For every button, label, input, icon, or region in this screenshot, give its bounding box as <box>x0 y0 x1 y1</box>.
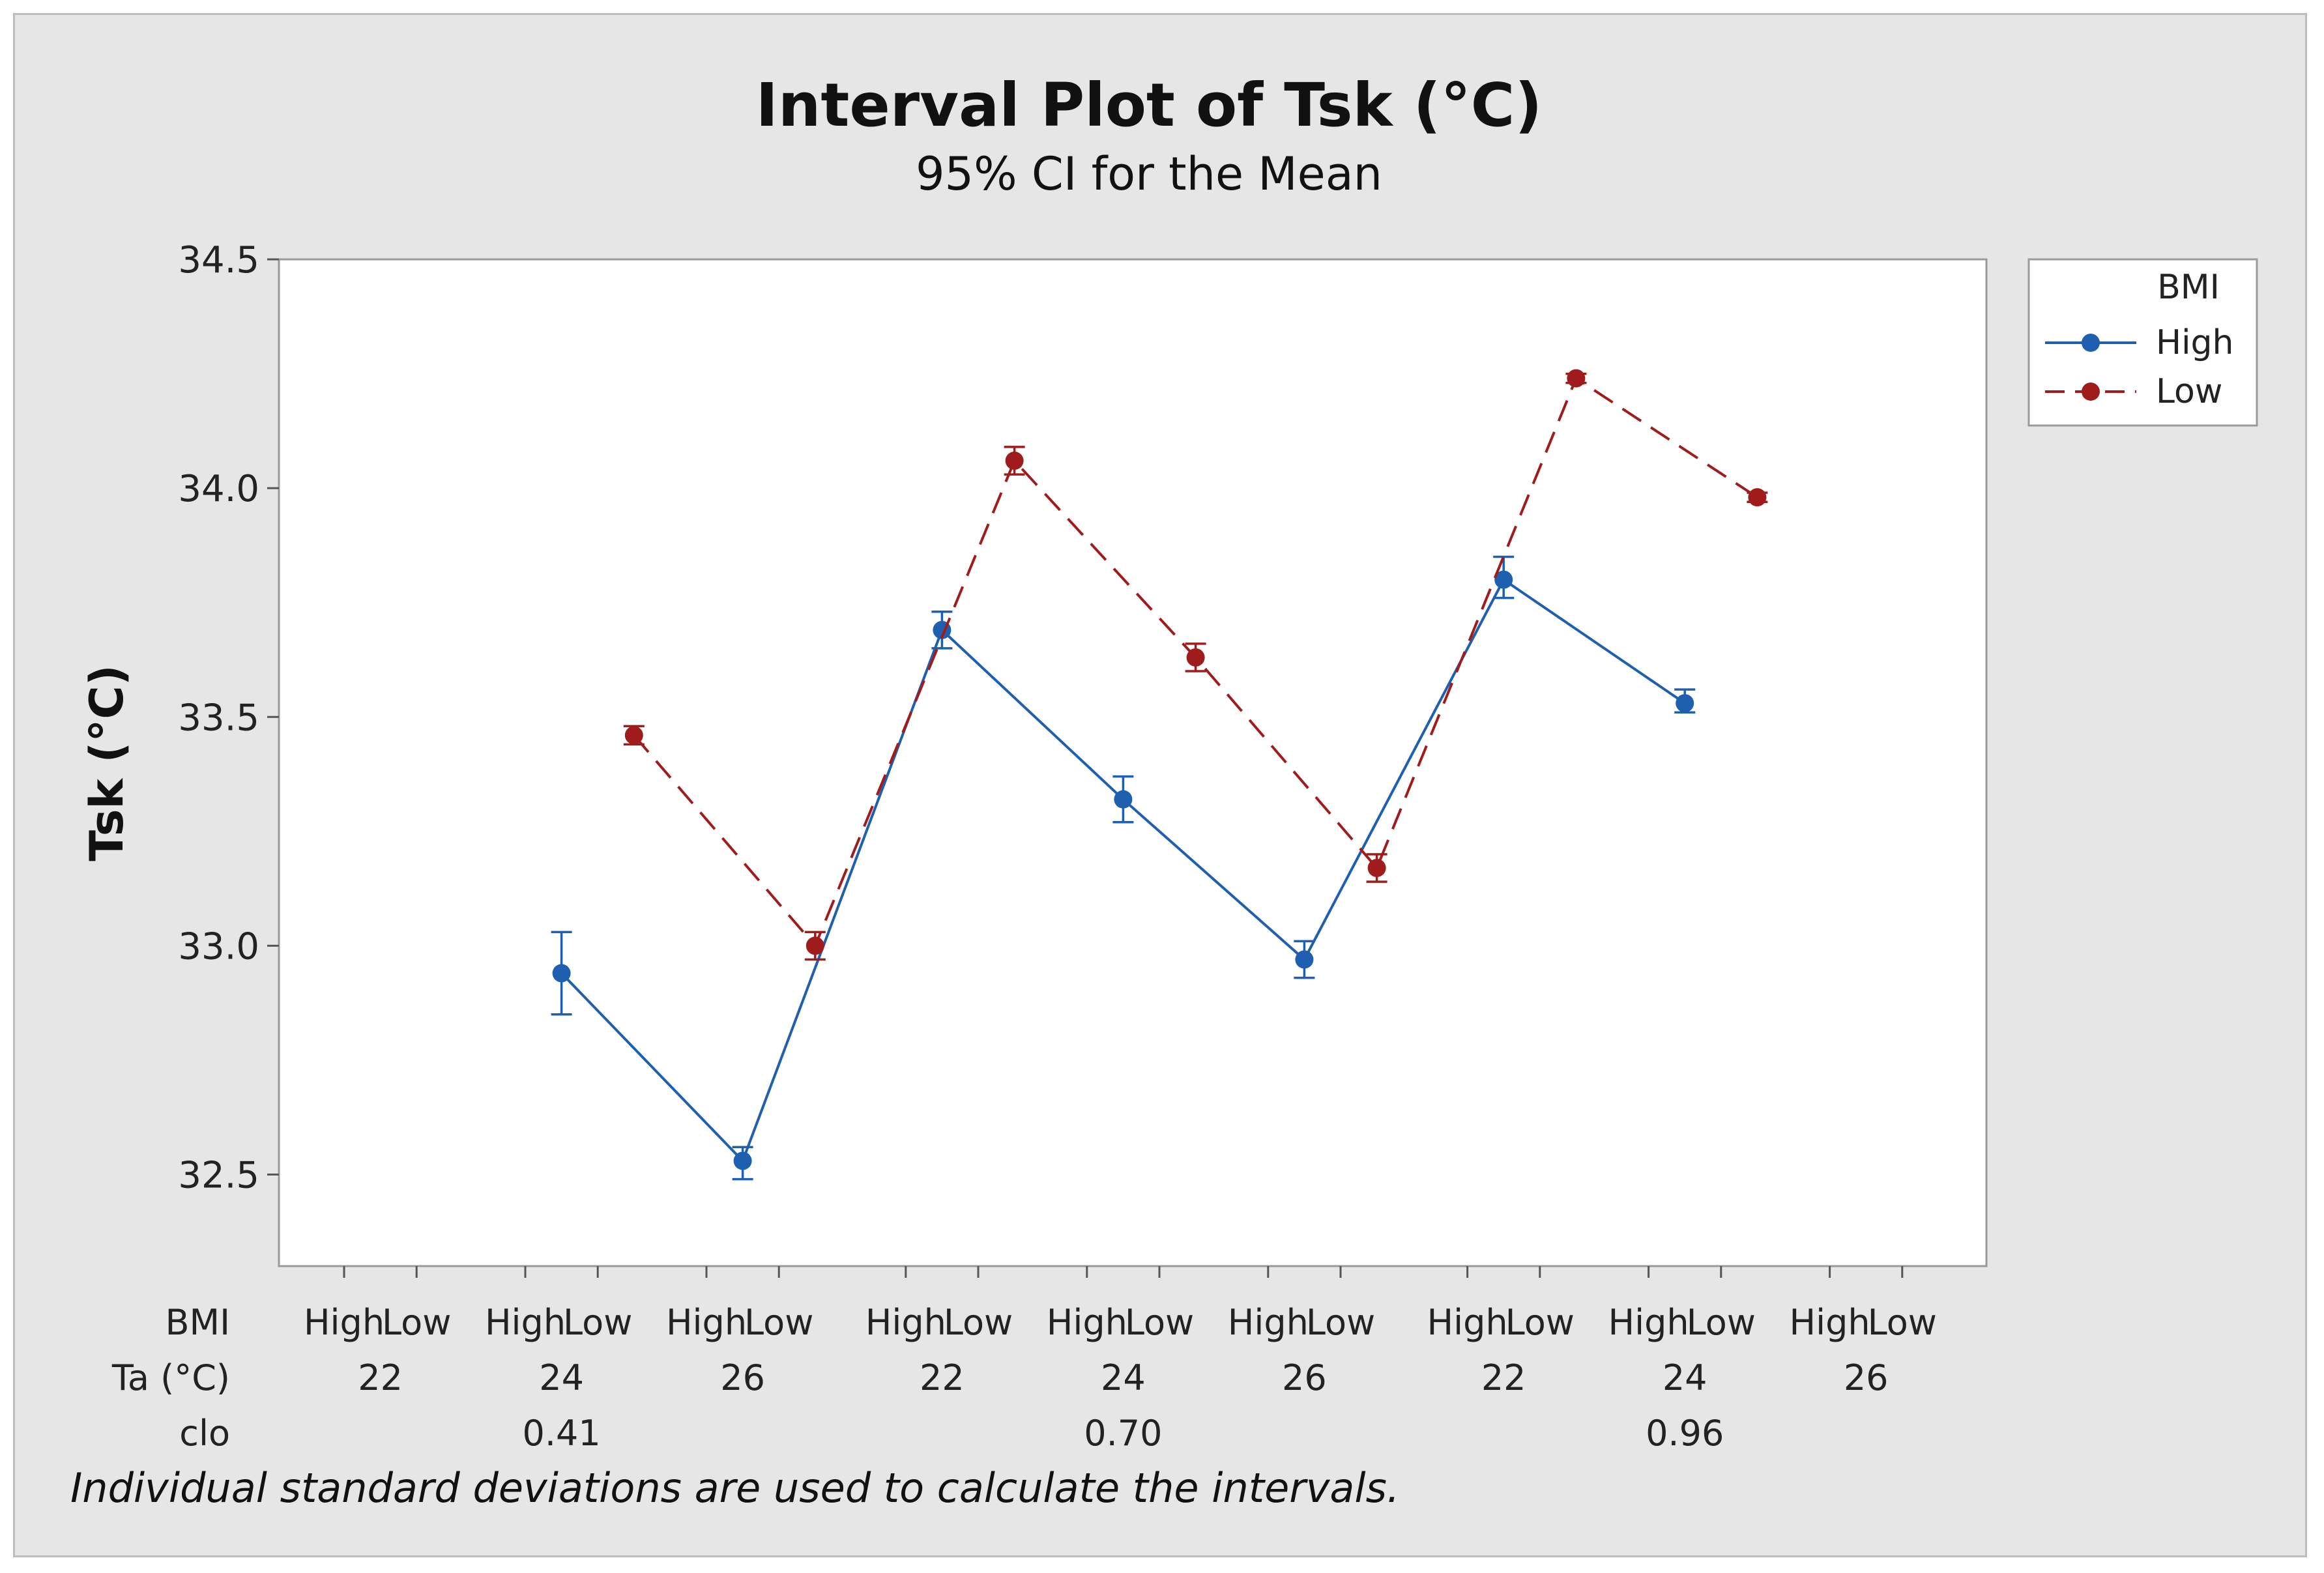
interval-high <box>1294 940 1315 979</box>
interval-plot: Interval Plot of Tsk (°C) 95% CI for the… <box>70 70 2258 1512</box>
x-label-ta: 22 <box>920 1357 965 1398</box>
x-label-bmi-low: Low <box>1306 1302 1375 1343</box>
x-label-bmi-low: Low <box>944 1302 1013 1343</box>
legend-marker-high <box>2082 334 2100 352</box>
mean-point-low <box>806 936 824 955</box>
interval-high <box>732 1146 753 1181</box>
interval-high <box>1493 555 1515 599</box>
x-label-bmi-high: High <box>865 1302 946 1343</box>
x-label-bmi-high: High <box>1427 1302 1508 1343</box>
footnote: Individual standard deviations are used … <box>70 1464 1400 1512</box>
x-label-clo: 0.96 <box>1646 1413 1724 1454</box>
legend-label-low: Low <box>2156 372 2222 411</box>
interval-low <box>804 931 826 961</box>
chart-title: Interval Plot of Tsk (°C) <box>756 70 1543 140</box>
x-label-bmi-high: High <box>1608 1302 1689 1343</box>
legend-label-high: High <box>2156 323 2234 362</box>
x-label-bmi-low: Low <box>1125 1302 1194 1343</box>
x-label-bmi-low: Low <box>382 1302 451 1343</box>
x-label-clo: 0.41 <box>522 1413 600 1454</box>
mean-point-high <box>552 964 571 983</box>
legend: BMI High Low <box>2027 258 2258 427</box>
x-label-ta: 24 <box>539 1357 584 1398</box>
x-label-bmi-high: High <box>1228 1302 1309 1343</box>
interval-low <box>623 725 645 746</box>
x-label-bmi-high: High <box>304 1302 385 1343</box>
y-tick-label: 33.0 <box>178 925 259 968</box>
legend-title: BMI <box>2157 268 2220 307</box>
interval-high <box>551 931 572 1016</box>
mean-point-low <box>1186 648 1205 667</box>
interval-low <box>1747 488 1768 507</box>
mean-point-low <box>1005 452 1024 470</box>
x-label-bmi-high: High <box>485 1302 566 1343</box>
mean-point-high <box>1114 790 1133 809</box>
interval-low <box>1366 853 1387 883</box>
chart-subtitle: 95% CI for the Mean <box>916 147 1382 201</box>
interval-high <box>1674 688 1696 714</box>
interval-low <box>1565 369 1587 388</box>
mean-point-low <box>1748 488 1767 507</box>
x-label-bmi-low: Low <box>1687 1302 1756 1343</box>
x-label-bmi-high: High <box>1790 1302 1870 1343</box>
mean-point-low <box>1367 859 1386 878</box>
interval-low <box>1185 642 1206 672</box>
x-label-ta: 26 <box>1282 1357 1327 1398</box>
y-tick-label: 33.5 <box>178 697 259 739</box>
x-label-ta: 26 <box>720 1357 765 1398</box>
legend-marker-low <box>2082 382 2100 401</box>
x-label-ta: 24 <box>1663 1357 1707 1398</box>
mean-point-high <box>1676 694 1694 713</box>
x-label-clo: 0.70 <box>1084 1413 1162 1454</box>
x-label-bmi-high: High <box>1047 1302 1127 1343</box>
x-label-ta: 26 <box>1844 1357 1889 1398</box>
x-row-label-bmi: BMI <box>165 1302 230 1343</box>
x-label-bmi-low: Low <box>563 1302 632 1343</box>
x-row-label-ta: Ta (°C) <box>111 1357 230 1398</box>
x-label-bmi-high: High <box>666 1302 747 1343</box>
interval-low <box>1004 446 1025 476</box>
y-tick-label: 32.5 <box>178 1155 259 1197</box>
mean-point-low <box>624 726 643 745</box>
x-label-bmi-low: Low <box>744 1302 813 1343</box>
y-tick-label: 34.0 <box>178 468 259 510</box>
x-row-label-clo: clo <box>179 1413 230 1454</box>
plot-area <box>278 258 1988 1267</box>
mean-point-high <box>733 1151 752 1170</box>
x-label-ta: 24 <box>1101 1357 1146 1398</box>
interval-high <box>1112 775 1134 824</box>
mean-point-high <box>1494 570 1513 589</box>
x-label-bmi-low: Low <box>1505 1302 1575 1343</box>
chart-frame: Interval Plot of Tsk (°C) 95% CI for the… <box>13 13 2307 1557</box>
y-axis-label: Tsk (°C) <box>80 665 134 861</box>
mean-point-high <box>1295 950 1314 969</box>
x-label-bmi-low: Low <box>1868 1302 1937 1343</box>
y-tick-label: 34.5 <box>178 239 259 281</box>
mean-point-low <box>1567 369 1586 388</box>
x-label-ta: 22 <box>1481 1357 1526 1398</box>
x-label-ta: 22 <box>358 1357 403 1398</box>
